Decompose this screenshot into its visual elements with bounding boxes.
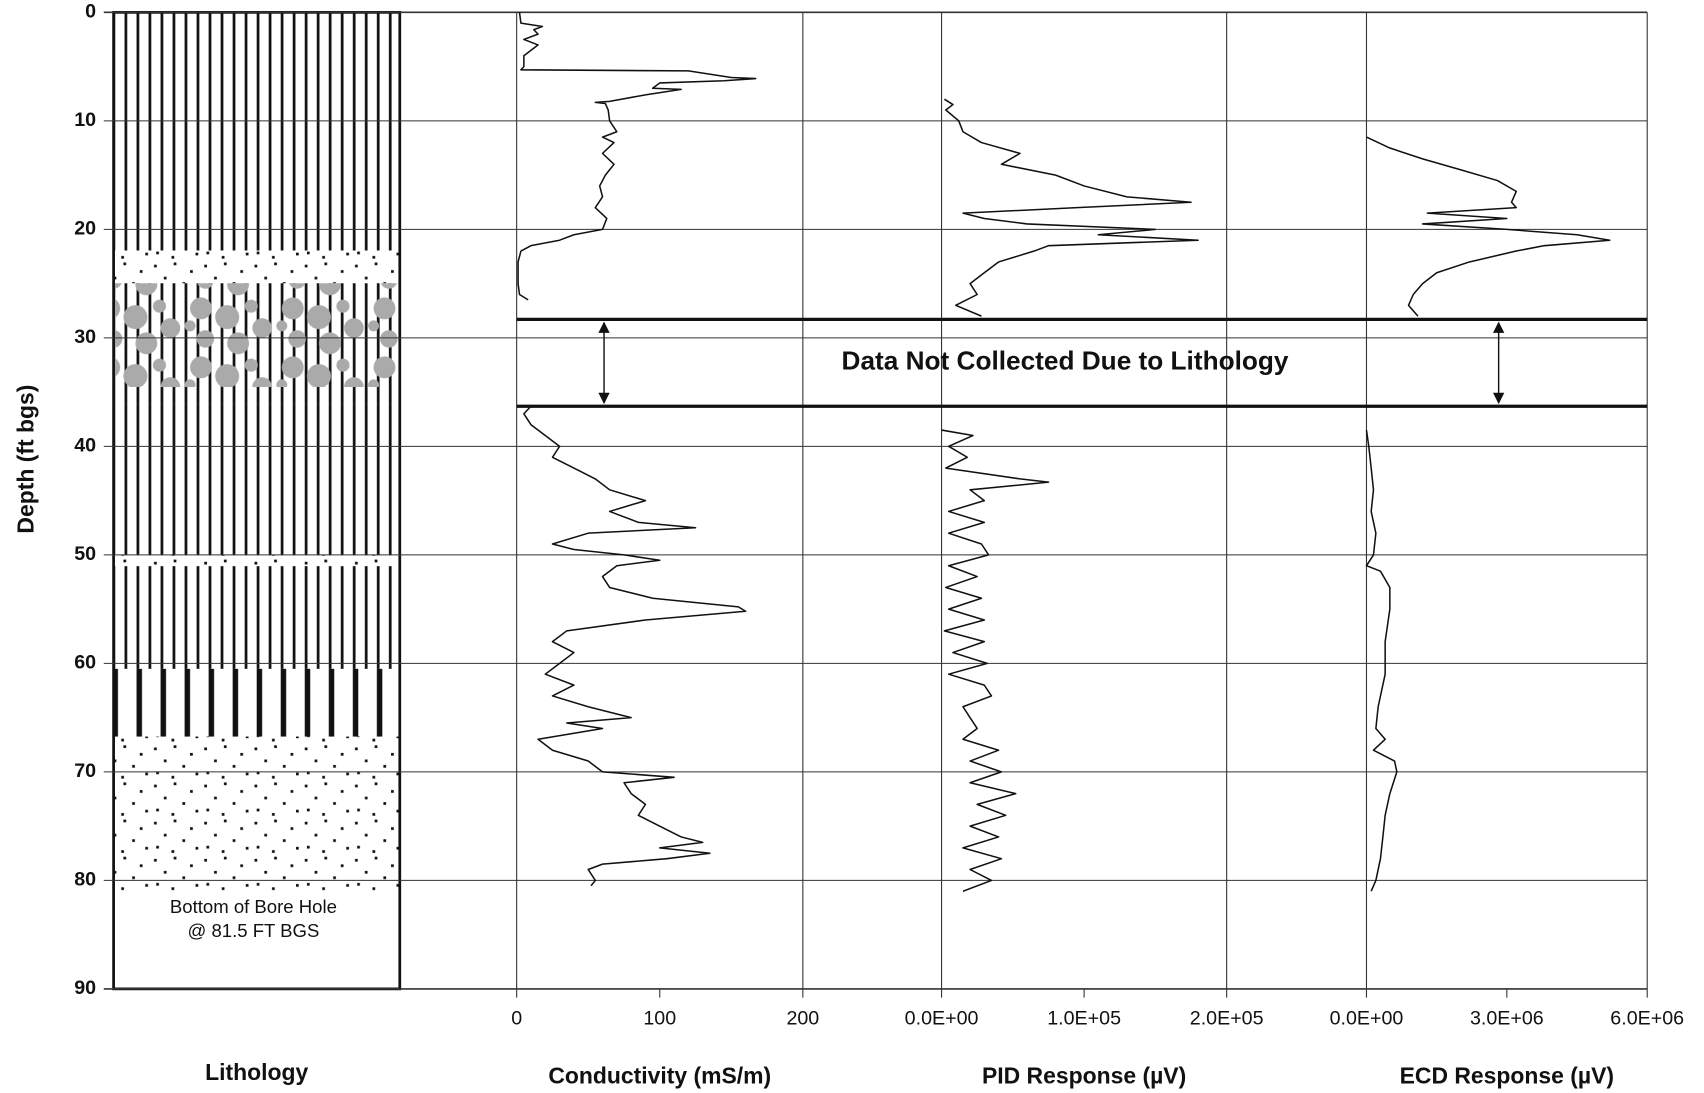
y-tick-label: 50 [74, 543, 96, 565]
x-tick-label: 0.0E+00 [905, 1008, 979, 1030]
x-tick-label: 3.0E+06 [1470, 1008, 1544, 1030]
lithology-label: Lithology [205, 1059, 308, 1085]
x-axis-title: Conductivity (mS/m) [548, 1062, 771, 1088]
silt-layer [113, 12, 400, 251]
y-tick-label: 60 [74, 652, 96, 674]
y-tick-label: 30 [74, 326, 96, 348]
x-tick-label: 1.0E+05 [1047, 1008, 1121, 1030]
clay-layer [113, 668, 400, 737]
lithology-note: Bottom of Bore Hole [170, 896, 337, 917]
x-tick-label: 200 [786, 1008, 819, 1030]
x-tick-label: 100 [643, 1008, 676, 1030]
sand-layer [113, 555, 400, 567]
x-tick-label: 0 [511, 1008, 522, 1030]
x-axis-title: PID Response (µV) [982, 1062, 1186, 1088]
y-tick-label: 20 [74, 218, 96, 240]
data-line [941, 98, 1199, 892]
silt-layer [113, 566, 400, 669]
data-line [517, 12, 757, 887]
lithology-column: Bottom of Bore Hole @ 81.5 FT BGS Lithol… [112, 10, 402, 1085]
y-tick-label: 90 [74, 977, 96, 999]
x-axis-title: ECD Response (µV) [1400, 1062, 1614, 1088]
annotation-text: Data Not Collected Due to Lithology [842, 346, 1289, 376]
y-tick-label: 40 [74, 435, 96, 457]
sand-layer [113, 250, 400, 284]
y-tick-label: 0 [85, 1, 96, 23]
lithology-note: @ 81.5 FT BGS [187, 920, 319, 941]
x-tick-label: 6.0E+06 [1610, 1008, 1684, 1030]
gravel-clasts [113, 283, 400, 388]
y-axis-title: Depth (ft bgs) [12, 385, 38, 534]
y-tick-label: 10 [74, 109, 96, 131]
data-line [1365, 136, 1611, 892]
sand-layer [113, 736, 400, 892]
silt-layer [113, 403, 400, 556]
x-tick-label: 2.0E+05 [1190, 1008, 1264, 1030]
y-tick-label: 70 [74, 760, 96, 782]
x-tick-label: 0.0E+00 [1330, 1008, 1404, 1030]
y-tick-label: 80 [74, 869, 96, 891]
